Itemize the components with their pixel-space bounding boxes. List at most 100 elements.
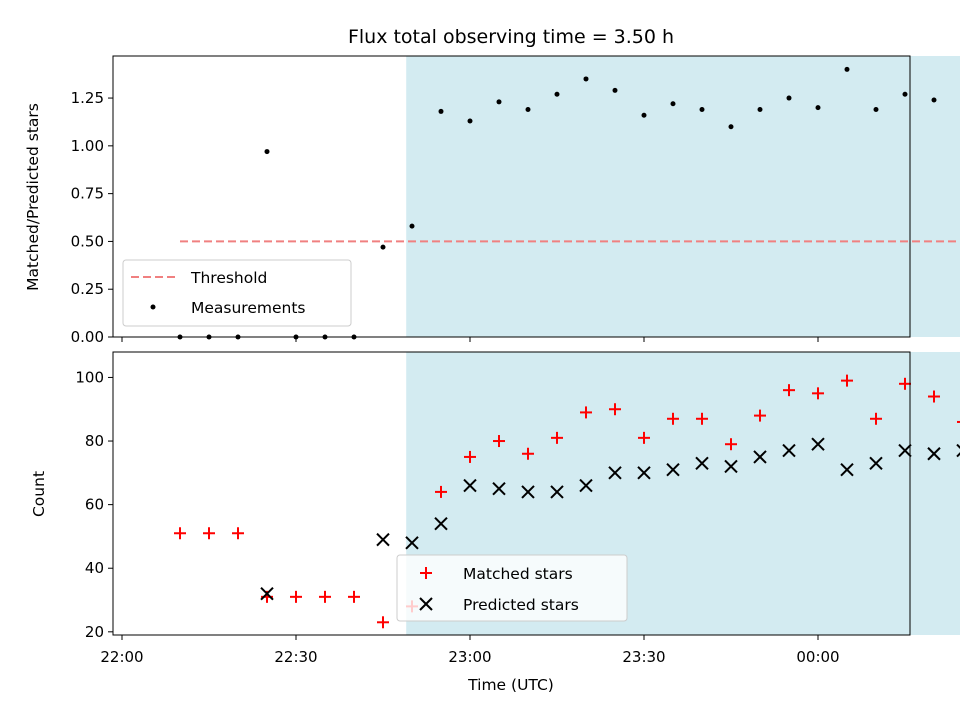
x-tick-label: 23:00 bbox=[448, 648, 491, 666]
matched-star-point bbox=[609, 403, 621, 416]
legend-predicted-label: Predicted stars bbox=[463, 596, 579, 614]
legend-predicted-swatch bbox=[419, 597, 433, 611]
predicted-star-point bbox=[260, 586, 274, 601]
matched-star-point bbox=[522, 447, 534, 460]
matched-star-point bbox=[203, 527, 215, 540]
matched-star-point bbox=[174, 527, 186, 540]
measurement-point bbox=[554, 91, 560, 97]
y-tick-label: 1.25 bbox=[71, 89, 104, 107]
top-plot-frame bbox=[112, 55, 911, 338]
predicted-star-point bbox=[695, 456, 709, 470]
predicted-star-point bbox=[492, 482, 506, 496]
measurement-point bbox=[931, 97, 937, 103]
matched-star-point bbox=[928, 390, 940, 403]
measurements-series bbox=[177, 66, 937, 340]
predicted-star-point bbox=[724, 459, 738, 474]
matched-star-point bbox=[232, 527, 244, 540]
top-y-axis: 0.00 0.25 0.50 0.75 1.00 1.25 bbox=[71, 89, 113, 346]
bottom-legend: Matched stars Predicted stars bbox=[396, 554, 628, 622]
measurement-point bbox=[496, 99, 502, 105]
legend-matched-swatch bbox=[420, 567, 432, 579]
measurement-point bbox=[670, 101, 676, 107]
matched-star-point bbox=[957, 420, 960, 423]
matched-star-point bbox=[493, 435, 505, 448]
bottom-x-axis-label: Time (UTC) bbox=[467, 676, 554, 694]
matched-star-point bbox=[696, 412, 708, 425]
measurement-point bbox=[873, 107, 879, 113]
measurement-point bbox=[786, 95, 792, 101]
y-tick-label: 40 bbox=[85, 559, 104, 577]
predicted-star-point bbox=[434, 517, 448, 531]
measurement-point bbox=[612, 87, 618, 93]
matched-star-point bbox=[870, 412, 882, 425]
matched-star-point bbox=[319, 590, 331, 603]
matched-star-point bbox=[754, 409, 766, 422]
y-tick-label: 0.75 bbox=[71, 185, 104, 203]
matched-star-point bbox=[667, 412, 679, 425]
predicted-star-point bbox=[376, 532, 390, 547]
measurement-point bbox=[641, 112, 647, 118]
matched-star-point bbox=[899, 377, 911, 390]
y-tick-label: 100 bbox=[75, 368, 104, 386]
matched-star-point bbox=[812, 387, 824, 400]
legend-measurements-label: Measurements bbox=[191, 299, 306, 317]
measurement-point bbox=[757, 107, 763, 113]
measurement-point bbox=[815, 105, 821, 111]
measurement-point bbox=[467, 118, 473, 124]
y-tick-label: 0.25 bbox=[71, 280, 104, 298]
predicted-star-point bbox=[579, 478, 593, 493]
predicted-star-point bbox=[550, 485, 564, 499]
y-tick-label: 20 bbox=[85, 623, 104, 641]
legend-matched-label: Matched stars bbox=[463, 565, 573, 583]
matched-star-point bbox=[783, 384, 795, 397]
chart-title: Flux total observing time = 3.50 h bbox=[348, 26, 674, 48]
x-tick-label: 22:00 bbox=[100, 648, 143, 666]
y-tick-label: 0.50 bbox=[71, 232, 104, 250]
y-tick-label: 60 bbox=[85, 496, 104, 514]
measurement-point bbox=[728, 124, 734, 130]
predicted-star-point bbox=[927, 447, 941, 461]
matched-stars-series bbox=[174, 374, 960, 629]
x-tick-label: 23:30 bbox=[622, 648, 665, 666]
bottom-y-axis: 20 40 60 80 100 bbox=[75, 368, 113, 641]
measurement-point bbox=[902, 91, 908, 97]
matched-star-point bbox=[580, 406, 592, 419]
matched-star-point bbox=[464, 450, 476, 463]
measurement-point bbox=[844, 66, 850, 72]
predicted-star-point bbox=[666, 462, 680, 477]
bottom-plot-frame bbox=[112, 351, 911, 636]
top-legend-box bbox=[122, 259, 352, 327]
legend-threshold-label: Threshold bbox=[190, 269, 267, 287]
measurement-point bbox=[409, 223, 415, 229]
top-legend: Threshold Measurements bbox=[122, 259, 352, 327]
predicted-star-point bbox=[869, 456, 883, 470]
predicted-star-point bbox=[811, 437, 825, 451]
matched-star-point bbox=[377, 616, 389, 629]
matched-star-point bbox=[551, 431, 563, 444]
bottom-x-axis: 22:0022:3023:0023:3000:0000:3001:0001:30… bbox=[100, 635, 840, 666]
matched-star-point bbox=[638, 431, 650, 444]
predicted-star-point bbox=[956, 443, 960, 458]
y-tick-label: 80 bbox=[85, 432, 104, 450]
top-panel: Flux total observing time = 3.50 h 0.000… bbox=[24, 26, 960, 346]
x-tick-label: 00:00 bbox=[796, 648, 839, 666]
measurement-point bbox=[583, 76, 589, 82]
matched-star-point bbox=[290, 590, 302, 603]
top-y-axis-label: Matched/Predicted stars bbox=[24, 103, 42, 291]
predicted-star-point bbox=[608, 466, 622, 480]
top-shaded-region bbox=[406, 56, 960, 337]
matched-star-point bbox=[435, 485, 447, 498]
top-x-ticks bbox=[121, 337, 819, 342]
measurement-point bbox=[264, 149, 270, 155]
matched-star-point bbox=[725, 438, 737, 451]
predicted-stars-series bbox=[260, 437, 960, 601]
legend-measurements-swatch bbox=[150, 304, 156, 310]
y-tick-label: 1.00 bbox=[71, 137, 104, 155]
matched-star-point bbox=[841, 374, 853, 387]
predicted-star-point bbox=[637, 466, 651, 480]
bottom-y-axis-label: Count bbox=[30, 471, 48, 517]
predicted-star-point bbox=[753, 450, 767, 464]
predicted-star-point bbox=[840, 462, 854, 477]
